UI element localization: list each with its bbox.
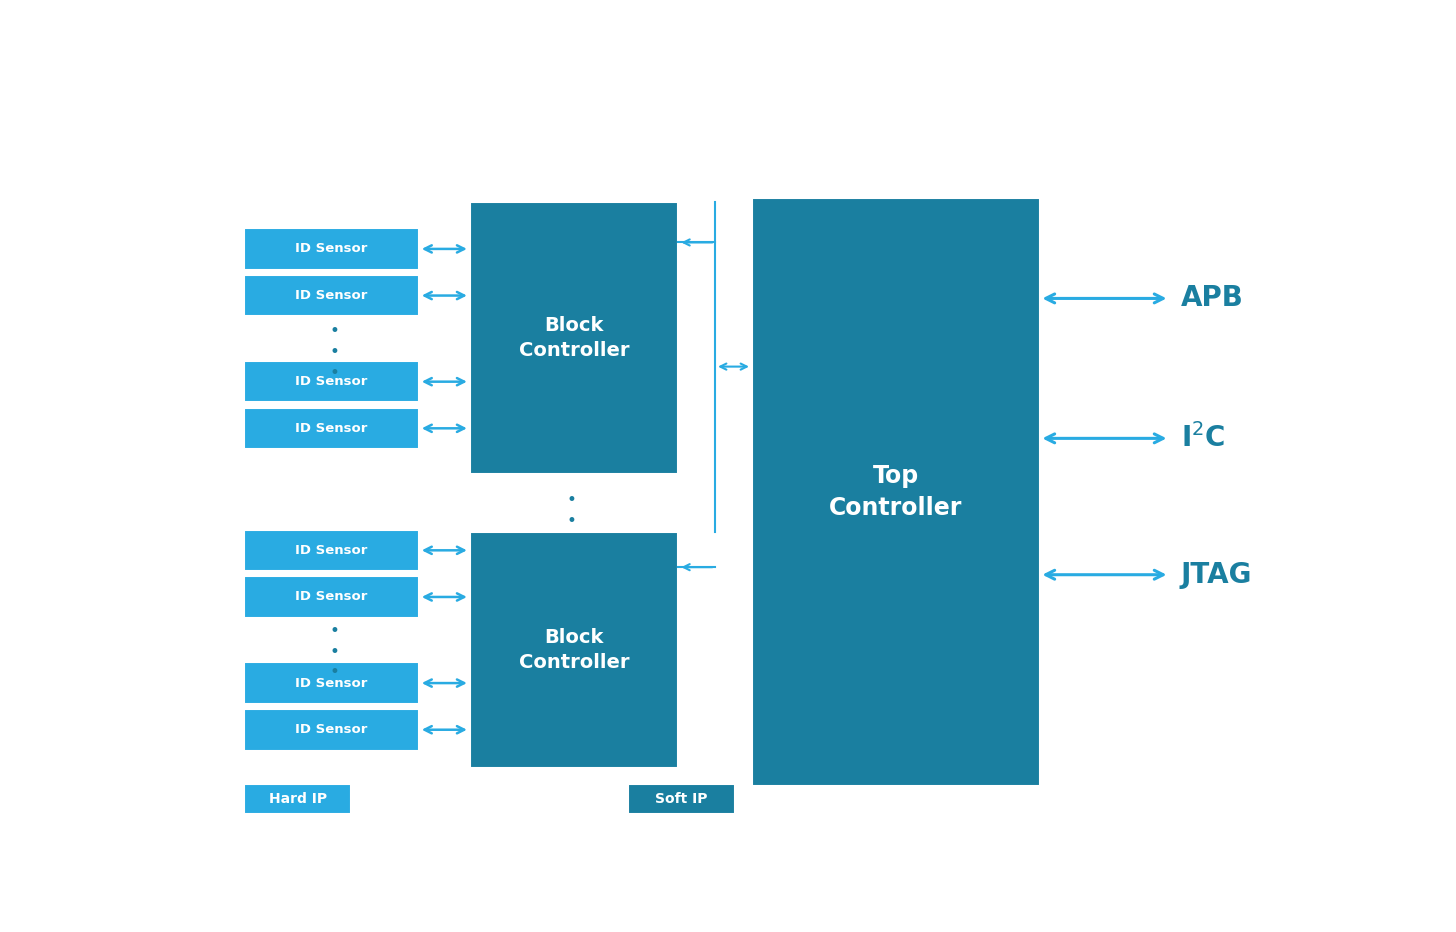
Text: ID Sensor: ID Sensor <box>296 591 368 603</box>
Bar <box>628 784 735 814</box>
Bar <box>245 407 419 449</box>
Text: ID Sensor: ID Sensor <box>296 242 368 255</box>
Text: Soft IP: Soft IP <box>655 791 708 805</box>
Text: APB: APB <box>1181 284 1243 312</box>
Text: Block
Controller: Block Controller <box>518 316 629 360</box>
Text: •
•
•: • • • <box>566 491 577 551</box>
Text: Hard IP: Hard IP <box>268 791 326 805</box>
Text: ID Sensor: ID Sensor <box>296 422 368 435</box>
Bar <box>245 529 419 571</box>
Text: ID Sensor: ID Sensor <box>296 723 368 736</box>
Bar <box>245 784 351 814</box>
Text: ID Sensor: ID Sensor <box>296 677 368 690</box>
Text: I$^2$C: I$^2$C <box>1181 423 1224 453</box>
Bar <box>245 228 419 269</box>
Text: •
•
•: • • • <box>329 622 339 681</box>
Text: Top
Controller: Top Controller <box>828 464 962 520</box>
Bar <box>245 663 419 704</box>
Text: ID Sensor: ID Sensor <box>296 376 368 388</box>
Bar <box>245 275 419 316</box>
Bar <box>470 531 678 769</box>
Bar <box>470 201 678 474</box>
Text: JTAG: JTAG <box>1181 561 1252 589</box>
Bar <box>245 361 419 403</box>
Bar <box>245 709 419 750</box>
Bar <box>751 198 1040 787</box>
Bar <box>245 576 419 618</box>
Text: ID Sensor: ID Sensor <box>296 289 368 302</box>
Text: Block
Controller: Block Controller <box>518 628 629 672</box>
Text: ID Sensor: ID Sensor <box>296 543 368 556</box>
Text: •
•
•: • • • <box>329 322 339 382</box>
